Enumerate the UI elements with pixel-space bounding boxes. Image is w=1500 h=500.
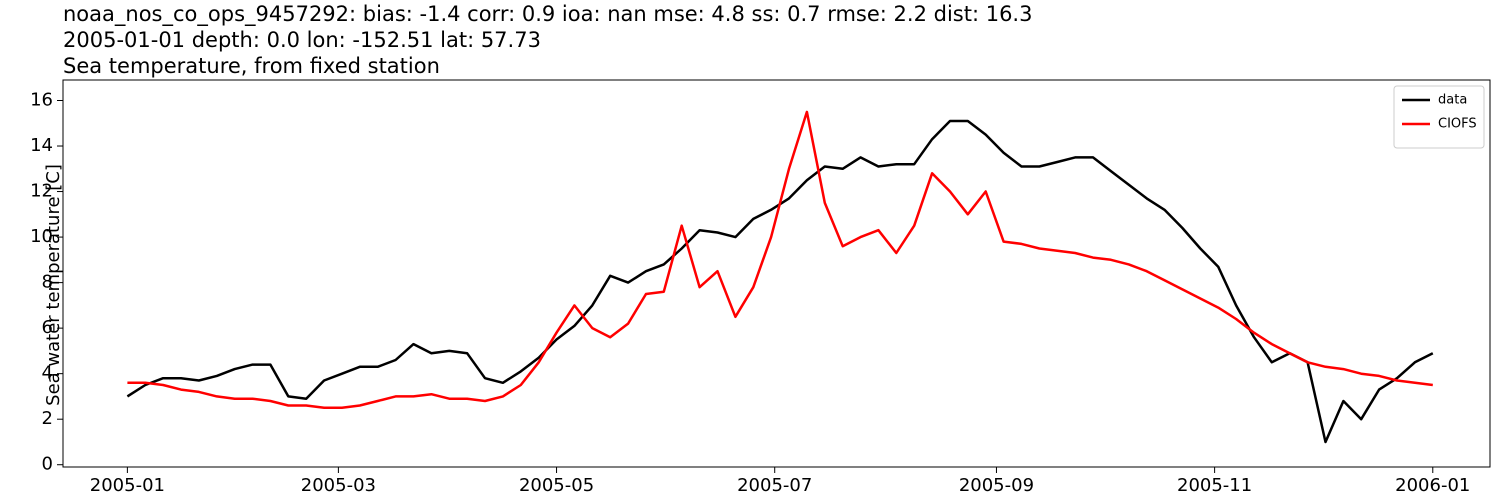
- y-tick-label: 6: [42, 317, 53, 338]
- y-tick-label: 0: [42, 454, 53, 475]
- legend-box: [1393, 85, 1485, 149]
- x-tick-label: 2005-01: [90, 475, 165, 496]
- plot-frame: [62, 79, 1491, 468]
- series-line: [126, 119, 1434, 444]
- y-tick-label: 14: [30, 135, 53, 156]
- y-axis-label: Sea water temperature [C]: [43, 164, 64, 406]
- x-tick-label: 2005-05: [519, 475, 594, 496]
- series-line: [127, 110, 1433, 410]
- x-tick-label: 2005-03: [301, 475, 376, 496]
- x-tick-label: 2005-09: [959, 475, 1034, 496]
- chart-title: noaa_nos_co_ops_9457292: bias: -1.4 corr…: [63, 2, 1032, 27]
- legend-label: data: [1438, 93, 1467, 108]
- x-tick-label: 2005-11: [1177, 475, 1252, 496]
- x-tick-label: 2005-07: [737, 475, 812, 496]
- y-tick-label: 4: [42, 363, 53, 384]
- y-tick-label: 10: [30, 226, 53, 247]
- y-tick-label: 16: [30, 89, 53, 110]
- y-tick-label: 2: [42, 408, 53, 429]
- chart-title: Sea temperature, from fixed station: [63, 54, 440, 78]
- legend-label: CIOFS: [1438, 117, 1477, 132]
- y-tick-label: 8: [42, 272, 53, 293]
- y-tick-label: 12: [30, 181, 53, 202]
- chart-title: 2005-01-01 depth: 0.0 lon: -152.51 lat: …: [63, 28, 541, 52]
- x-tick-label: 2006-01: [1395, 475, 1470, 496]
